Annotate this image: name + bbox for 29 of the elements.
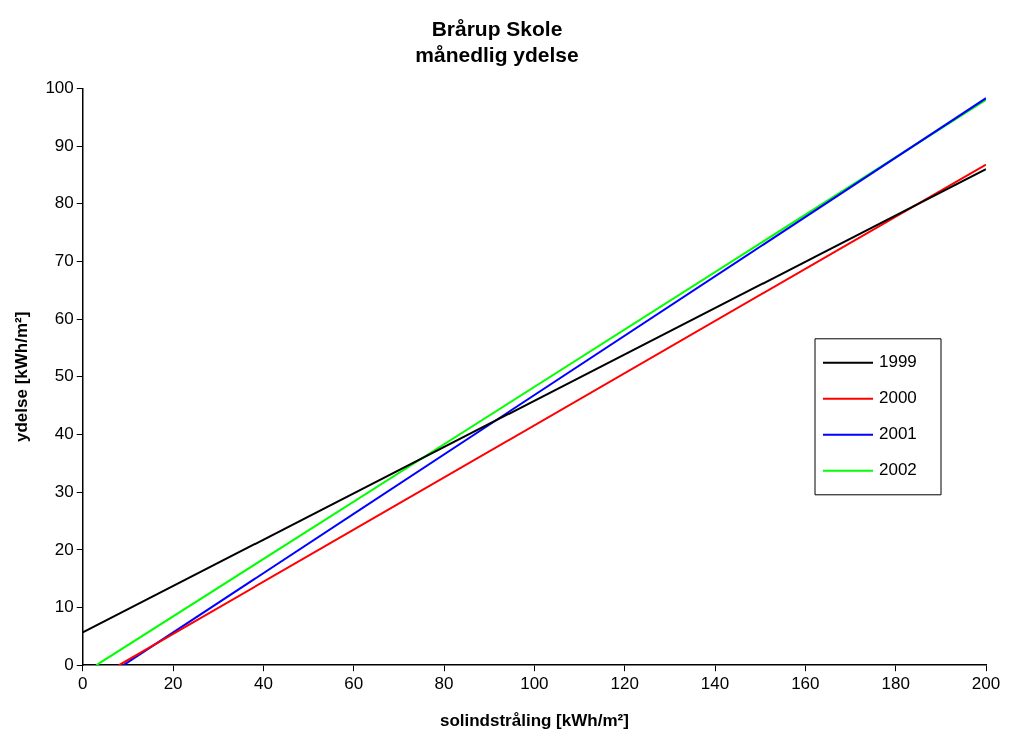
y-tick-label: 10 <box>54 597 74 617</box>
legend-label: 1999 <box>879 352 917 372</box>
y-tick-label: 100 <box>45 78 74 98</box>
x-tick-label: 40 <box>253 674 273 694</box>
x-tick-label: 200 <box>971 674 1001 694</box>
y-tick-label: 0 <box>64 654 74 674</box>
x-tick-label: 60 <box>344 674 364 694</box>
legend-label: 2000 <box>879 388 917 408</box>
legend-label: 2001 <box>879 424 917 444</box>
chart-title: Brårup Skole månedlig ydelse <box>415 17 579 66</box>
x-tick-label: 20 <box>163 674 183 694</box>
x-tick-label: 160 <box>791 674 820 694</box>
y-tick-label: 20 <box>54 539 74 559</box>
y-axis-title: ydelse [kWh/m²] <box>11 311 31 442</box>
y-tick-label: 90 <box>54 135 74 155</box>
y-tick-label: 50 <box>54 366 74 386</box>
x-tick-label: 180 <box>881 674 910 694</box>
legend-label: 2002 <box>879 460 917 480</box>
y-tick-label: 80 <box>54 193 74 213</box>
x-tick-label: 140 <box>700 674 730 694</box>
x-tick-label: 100 <box>520 674 549 694</box>
y-tick-label: 70 <box>54 251 74 271</box>
x-tick-label: 80 <box>434 674 454 694</box>
x-axis-title: solindstråling [kWh/m²] <box>439 711 629 731</box>
y-tick-label: 30 <box>54 481 74 501</box>
y-tick-label: 60 <box>54 308 74 328</box>
x-tick-label: 120 <box>610 674 639 694</box>
y-tick-label: 40 <box>54 424 74 444</box>
x-tick-label: 0 <box>78 674 88 694</box>
